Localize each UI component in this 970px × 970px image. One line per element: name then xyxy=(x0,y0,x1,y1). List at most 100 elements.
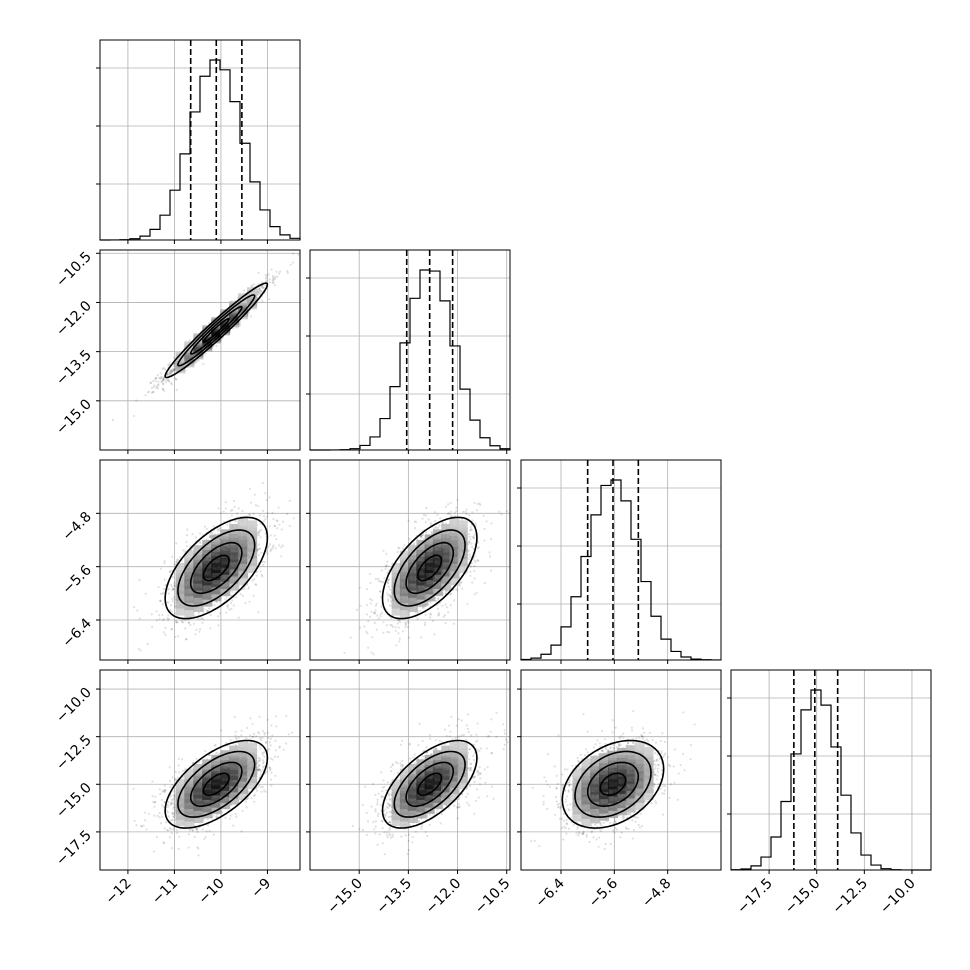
sample-point xyxy=(230,601,233,605)
sample-point xyxy=(255,574,258,577)
sample-point xyxy=(435,527,438,530)
sample-point xyxy=(172,356,176,360)
sample-point xyxy=(254,583,257,586)
sample-point xyxy=(413,542,416,545)
sample-point xyxy=(436,513,439,517)
sample-point xyxy=(155,619,158,622)
sample-point xyxy=(199,542,202,545)
density-cell xyxy=(424,591,435,602)
sample-point xyxy=(160,380,163,383)
sample-point xyxy=(159,599,162,602)
sample-point xyxy=(398,619,401,622)
sample-point xyxy=(225,595,228,599)
panel-frame xyxy=(99,249,301,451)
sample-point xyxy=(168,363,171,366)
sample-point xyxy=(172,367,175,370)
sample-point xyxy=(152,390,155,394)
sample-point xyxy=(275,527,279,530)
contour-level-1 xyxy=(405,541,455,595)
sample-point xyxy=(258,759,261,762)
y-tick-label: −6.4 xyxy=(59,615,94,650)
sample-point xyxy=(252,512,255,515)
sample-point xyxy=(170,383,173,386)
sample-point xyxy=(421,606,424,609)
panel-3-0: −17.5−15.0−12.5−10.0−12 −11 −10 −9 xyxy=(53,669,301,908)
sample-point xyxy=(170,610,173,613)
sample-point xyxy=(396,619,399,622)
density-cell xyxy=(432,571,443,582)
sample-point xyxy=(218,527,221,530)
sample-point xyxy=(454,588,457,591)
sample-point xyxy=(138,579,141,582)
sample-point xyxy=(137,647,140,650)
sample-point xyxy=(217,507,220,510)
sample-point xyxy=(468,533,471,536)
sample-point xyxy=(408,537,411,541)
sample-point xyxy=(483,581,486,585)
sample-point xyxy=(230,607,233,610)
sample-point xyxy=(437,614,440,617)
sample-point xyxy=(456,588,459,591)
sample-point xyxy=(174,635,177,638)
sample-point xyxy=(162,382,165,385)
sample-point xyxy=(297,253,300,256)
sample-point xyxy=(172,587,175,590)
sample-point xyxy=(443,613,446,617)
sample-point xyxy=(379,580,382,583)
sample-point xyxy=(390,624,393,627)
density-cell xyxy=(432,536,443,547)
sample-point xyxy=(465,512,468,516)
sample-point xyxy=(261,575,264,578)
sample-point xyxy=(161,613,164,617)
sample-point xyxy=(470,562,473,565)
panel-0-0 xyxy=(96,39,301,244)
sample-point xyxy=(455,510,458,513)
sample-point xyxy=(375,602,378,605)
panel-2-0: −6.4−5.6−4.8 xyxy=(59,459,301,664)
density-cell xyxy=(247,534,258,545)
sample-point xyxy=(386,571,389,575)
sample-point xyxy=(185,540,188,544)
sample-point xyxy=(500,513,503,516)
sample-point xyxy=(176,559,179,562)
density-cell xyxy=(193,602,204,612)
density-cell xyxy=(391,563,402,573)
sample-point xyxy=(255,583,258,587)
sample-point xyxy=(262,563,265,566)
sample-point xyxy=(256,291,259,294)
sample-point xyxy=(424,520,427,524)
sample-point xyxy=(165,378,168,381)
sample-point xyxy=(384,564,387,567)
density-cell xyxy=(238,532,249,543)
sample-point xyxy=(373,621,376,625)
sample-point xyxy=(278,523,281,526)
sample-point xyxy=(171,597,174,600)
sample-point xyxy=(433,511,436,514)
sample-point xyxy=(386,582,390,585)
density-cells xyxy=(391,518,468,618)
sample-point xyxy=(278,272,281,275)
sample-point xyxy=(171,588,174,592)
sample-point xyxy=(170,370,173,373)
sample-point xyxy=(386,630,389,634)
sample-point xyxy=(135,399,138,402)
sample-point xyxy=(401,547,404,550)
density-cell xyxy=(220,536,231,547)
sample-point xyxy=(203,525,207,528)
sample-point xyxy=(469,528,472,531)
density-cell xyxy=(399,564,410,575)
sample-point xyxy=(441,521,444,525)
sample-point xyxy=(229,521,232,524)
density-cell xyxy=(449,561,460,572)
sample-point xyxy=(167,601,170,604)
sample-point xyxy=(264,284,267,287)
sample-point xyxy=(165,374,168,377)
y-tick-label: −5.6 xyxy=(59,562,94,597)
sample-point xyxy=(205,527,208,531)
sample-point xyxy=(155,610,158,613)
sample-point xyxy=(382,621,385,624)
density-cell xyxy=(229,524,240,534)
sample-point xyxy=(408,636,411,639)
sample-point xyxy=(471,581,474,584)
sample-point xyxy=(430,530,433,534)
